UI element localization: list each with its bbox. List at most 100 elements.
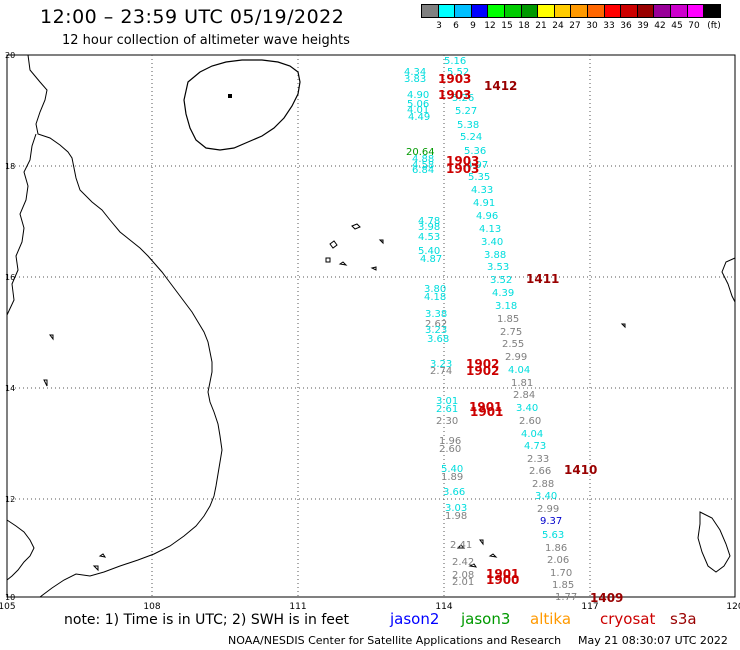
wave-height-value: 3.03 <box>445 503 467 514</box>
legend-label: 9 <box>470 21 476 31</box>
wave-height-value: 1.77 <box>555 592 577 603</box>
legend-label: 15 <box>501 21 513 31</box>
wave-height-value: 2.61 <box>436 404 458 415</box>
wave-height-value: 4.39 <box>492 288 514 299</box>
legend-labels: 3 6 9 12 15 18 21 24 27 30 33 36 39 42 45 70 (ft) <box>421 21 740 33</box>
hainan-island <box>183 59 301 151</box>
wave-height-value: 5.26 <box>452 93 474 104</box>
pass-time-label: 1409 <box>590 591 623 605</box>
legend-label: 30 <box>586 21 598 31</box>
x-label: 120 <box>726 602 740 612</box>
wave-height-value: 2.66 <box>529 466 551 477</box>
legend-swatch <box>620 4 638 18</box>
wave-height-value: 2.99 <box>505 352 527 363</box>
legend-label: 70 <box>688 21 700 31</box>
wave-height-value: 1.81 <box>511 378 533 389</box>
pass-time-label: 1901 <box>470 405 503 419</box>
wave-height-value: 3.83 <box>404 74 426 85</box>
wave-height-value: 2.62 <box>425 319 447 330</box>
wave-height-value: 3.40 <box>516 403 538 414</box>
wave-height-value: 5.16 <box>444 56 466 67</box>
wave-height-value: 2.74 <box>430 366 452 377</box>
wave-height-value: 3.38 <box>425 309 447 320</box>
wave-height-value: 5.52 <box>447 67 469 78</box>
x-label: 117 <box>581 602 598 612</box>
wave-height-value: 3.23 <box>425 325 447 336</box>
wave-height-value: 1.70 <box>550 568 572 579</box>
legend-swatch <box>437 4 456 18</box>
vietnam-coastline <box>27 54 223 598</box>
legend-swatch <box>703 4 721 18</box>
legend-swatch <box>470 4 489 18</box>
wave-height-value: 2.41 <box>450 540 472 551</box>
legend-label: 27 <box>569 21 581 31</box>
satellite-jason3: jason3 <box>461 610 511 628</box>
wave-height-value: 3.40 <box>535 491 557 502</box>
wave-height-value: 2.42 <box>452 557 474 568</box>
y-label: 10 <box>5 593 15 602</box>
wave-height-value: 2.33 <box>527 454 549 465</box>
legend-swatch <box>586 4 605 18</box>
color-legend: 3 6 9 12 15 18 21 24 27 30 33 36 39 42 45 70 (ft) <box>421 4 721 31</box>
legend-label: 21 <box>535 21 547 31</box>
philippines-coast <box>721 257 736 303</box>
legend-swatches <box>421 4 721 18</box>
footer-credit: NOAA/NESDIS Center for Satellite Applica… <box>228 634 562 647</box>
pass-time-label: 1903 <box>446 154 479 168</box>
wave-height-value: 4.58 <box>412 160 434 171</box>
wave-height-value: 1.98 <box>445 511 467 522</box>
wave-height-value: 3.52 <box>490 275 512 286</box>
wave-height-value: 2.06 <box>547 555 569 566</box>
legend-label: 12 <box>484 21 496 31</box>
x-label: 108 <box>143 602 160 612</box>
map-grid <box>7 55 735 597</box>
legend-swatch <box>503 4 522 18</box>
wave-height-value: 4.34 <box>404 67 426 78</box>
pass-time-label: 1902 <box>466 357 499 371</box>
y-axis-labels: 20 18 16 14 12 10 <box>5 51 15 602</box>
wave-height-value: 4.04 <box>508 365 530 376</box>
wave-height-value: 3.53 <box>487 262 509 273</box>
wave-height-value: 5.06 <box>407 99 429 110</box>
wave-height-value: 3.80 <box>424 284 446 295</box>
wave-height-value: 3.18 <box>495 301 517 312</box>
wave-height-value: 4.18 <box>424 292 446 303</box>
legend-label: 33 <box>603 21 615 31</box>
wave-height-value: 2.30 <box>436 416 458 427</box>
pass-time-label: 1412 <box>484 79 517 93</box>
wave-height-value: 5.38 <box>457 120 479 131</box>
pass-time-label: 1901 <box>486 567 519 581</box>
pass-time-label: 1411 <box>526 272 559 286</box>
wave-height-value: 4.88 <box>412 154 434 165</box>
legend-swatch <box>669 4 688 18</box>
y-label: 18 <box>5 162 15 171</box>
x-label: 111 <box>289 602 306 612</box>
wave-height-value: 2.75 <box>500 327 522 338</box>
wave-height-value: 2.55 <box>502 339 524 350</box>
satellite-s3a: s3a <box>670 610 697 628</box>
vietnam-inner-border <box>6 133 37 316</box>
legend-label: (ft) <box>707 21 721 31</box>
pass-time-label: 1902 <box>466 364 499 378</box>
wave-height-value: 3.23 <box>430 359 452 370</box>
y-label: 14 <box>5 384 15 393</box>
legend-label: 36 <box>620 21 632 31</box>
pass-time-label: 1903 <box>438 88 471 102</box>
borneo-coast <box>697 511 731 573</box>
wave-height-value: 2.60 <box>519 416 541 427</box>
x-label: 105 <box>0 602 16 612</box>
wave-height-value: 1.96 <box>439 436 461 447</box>
legend-label: 18 <box>518 21 530 31</box>
legend-swatch <box>636 4 655 18</box>
wave-height-value: 5.63 <box>542 530 564 541</box>
page-subtitle: 12 hour collection of altimeter wave hei… <box>62 33 350 48</box>
wave-height-value: 2.08 <box>452 570 474 581</box>
wave-height-value: 4.97 <box>466 160 488 171</box>
map-frame <box>6 54 736 598</box>
y-label: 12 <box>5 495 15 504</box>
wave-height-value: 5.24 <box>460 132 482 143</box>
wave-height-values: 5.165.52 4.343.83 4.905.064.014.49 5.26 5.27… <box>404 56 577 603</box>
wave-height-value: 20.64 <box>406 147 435 158</box>
x-axis-labels: 105 108 111 114 117 120 <box>0 602 740 612</box>
